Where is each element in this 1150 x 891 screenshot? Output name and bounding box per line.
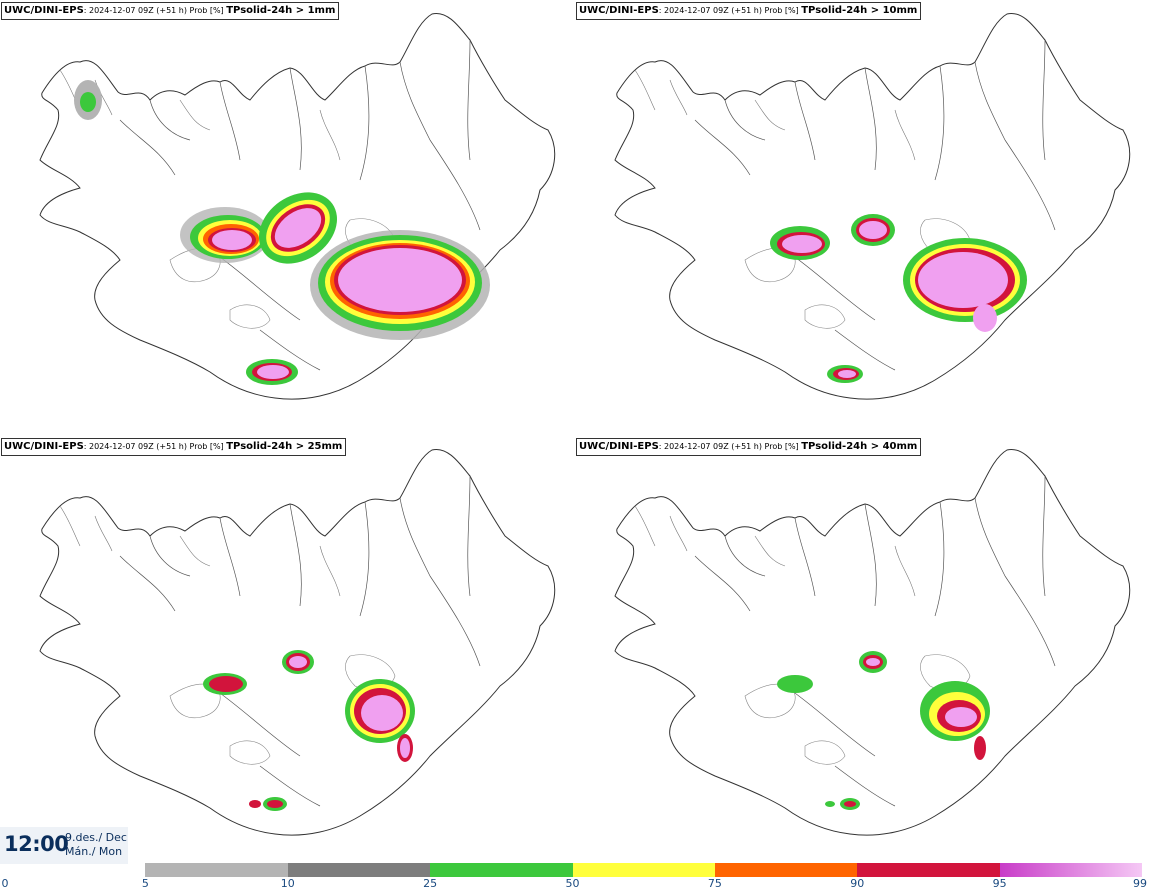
iceland-map-10mm — [575, 0, 1150, 436]
precip-blob-south — [246, 359, 298, 385]
map-panel-1mm: UWC/DINI-EPS: 2024-12-07 09Z (+51 h) Pro… — [0, 0, 575, 436]
precip-blob-vatnajokull — [920, 681, 990, 760]
legend-bin-10-25 — [287, 863, 431, 877]
field-name: TPsolid-24h > 25mm — [226, 441, 343, 452]
legend-bin-75-90 — [714, 863, 858, 877]
legend-tick-label: 50 — [565, 877, 580, 890]
model-name: UWC/DINI-EPS — [579, 5, 659, 16]
legend-bin-5-10 — [145, 863, 288, 877]
precip-blob-west — [203, 673, 247, 695]
run-meta: : 2024-12-07 09Z (+51 h) Prob [%] — [83, 6, 227, 15]
iceland-map-25mm — [0, 436, 575, 872]
field-name: TPsolid-24h > 1mm — [226, 5, 336, 16]
precip-blob-south — [825, 798, 860, 810]
iceland-map-1mm — [0, 0, 575, 436]
legend-tick-label: 0 — [1, 877, 9, 890]
run-meta: : 2024-12-07 09Z (+51 h) Prob [%] — [658, 442, 802, 451]
legend-bin-50-75 — [572, 863, 715, 877]
panel-title: UWC/DINI-EPS: 2024-12-07 09Z (+51 h) Pro… — [1, 2, 340, 20]
valid-date-line2: Mán./ Mon — [65, 845, 123, 858]
precip-blob-central — [859, 651, 887, 673]
map-panel-40mm: UWC/DINI-EPS: 2024-12-07 09Z (+51 h) Pro… — [575, 436, 1150, 872]
precip-blob-vatnajokull — [310, 230, 490, 340]
precip-blob-vatnajokull — [345, 679, 415, 762]
panel-title: UWC/DINI-EPS: 2024-12-07 09Z (+51 h) Pro… — [1, 438, 347, 456]
legend-tick-label: 90 — [850, 877, 865, 890]
model-name: UWC/DINI-EPS — [4, 5, 84, 16]
valid-time: 12:00 — [4, 832, 69, 856]
precip-blob-south — [249, 797, 287, 811]
precip-blob-central — [851, 214, 895, 246]
legend-tick-label: 95 — [992, 877, 1007, 890]
panel-title: UWC/DINI-EPS: 2024-12-07 09Z (+51 h) Pro… — [576, 2, 922, 20]
legend-bin-95-99 — [999, 863, 1142, 877]
legend-bin-25-50 — [430, 863, 573, 877]
precip-blob-south — [827, 365, 863, 383]
map-panel-25mm: UWC/DINI-EPS: 2024-12-07 09Z (+51 h) Pro… — [0, 436, 575, 872]
precip-blob-west — [777, 675, 813, 693]
precip-blob-central — [259, 192, 337, 264]
precip-blob-west — [770, 226, 830, 260]
valid-time-box: 12:00 9.des./ Dec Mán./ Mon — [0, 827, 128, 864]
precip-blob-westfjords — [74, 80, 102, 120]
legend-tick-label: 10 — [280, 877, 295, 890]
valid-date-line1: 9.des./ Dec — [65, 831, 127, 844]
legend-tick-label: 25 — [423, 877, 438, 890]
run-meta: : 2024-12-07 09Z (+51 h) Prob [%] — [658, 6, 802, 15]
precip-blob-vatnajokull — [903, 238, 1027, 332]
field-name: TPsolid-24h > 40mm — [801, 441, 918, 452]
legend-bin-90-95 — [857, 863, 1000, 877]
model-name: UWC/DINI-EPS — [4, 441, 84, 452]
probability-legend: 0 5 10 25 50 75 90 95 99 — [0, 862, 1150, 891]
precip-blob-central — [282, 650, 314, 674]
precip-blob-west — [180, 207, 270, 263]
map-panel-10mm: UWC/DINI-EPS: 2024-12-07 09Z (+51 h) Pro… — [575, 0, 1150, 436]
panel-title: UWC/DINI-EPS: 2024-12-07 09Z (+51 h) Pro… — [576, 438, 922, 456]
model-name: UWC/DINI-EPS — [579, 441, 659, 452]
valid-date: 9.des./ Dec Mán./ Mon — [65, 831, 127, 859]
iceland-map-40mm — [575, 436, 1150, 872]
field-name: TPsolid-24h > 10mm — [801, 5, 918, 16]
legend-tick-label: 5 — [141, 877, 149, 890]
legend-tick-label: 75 — [707, 877, 722, 890]
run-meta: : 2024-12-07 09Z (+51 h) Prob [%] — [83, 442, 227, 451]
legend-tick-label: 99 — [1133, 877, 1147, 890]
